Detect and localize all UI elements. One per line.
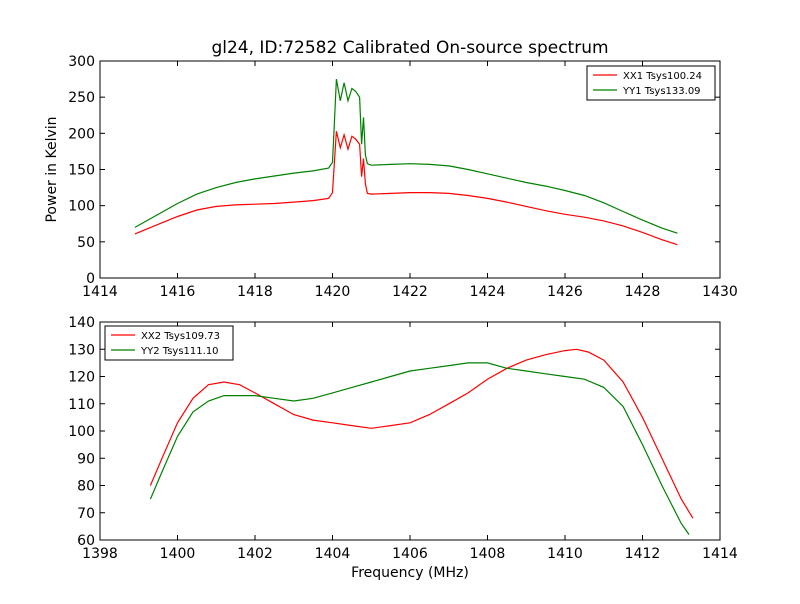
y-tick-label: 200: [68, 126, 95, 142]
x-tick-label: 1420: [315, 284, 351, 300]
x-tick-label: 1408: [470, 546, 506, 562]
chart-title: gl24, ID:72582 Calibrated On-source spec…: [211, 38, 608, 58]
x-tick-label: 1404: [315, 546, 351, 562]
y-tick-label: 100: [68, 424, 95, 440]
y-tick-label: 300: [68, 54, 95, 70]
y-tick-label: 110: [68, 397, 95, 413]
x-tick-label: 1426: [547, 284, 583, 300]
series-line-2: [134, 78, 678, 234]
y-axis-label: Power in Kelvin: [44, 116, 60, 222]
x-tick-label: 1416: [160, 284, 196, 300]
x-tick-label: 1418: [237, 284, 273, 300]
legend: XX1 Tsys100.24 YY1 Tsys133.09: [586, 65, 716, 101]
x-axis-label: Frequency (MHz): [351, 565, 469, 581]
y-tick-label: 60: [77, 533, 95, 549]
y-tick-label: 150: [68, 163, 95, 179]
series-line-1: [149, 348, 694, 519]
legend-box: [104, 325, 234, 361]
x-tick-label: 1410: [547, 546, 583, 562]
y-tick-label: 130: [68, 342, 95, 358]
legend-box: [586, 65, 716, 101]
top-plot: 1414 1416 1418 1420 1422 1424 1426 1428 1430 0 50 1…: [44, 54, 738, 300]
legend-label: XX1 Tsys100.24: [623, 71, 702, 82]
legend-label: XX2 Tsys109.73: [141, 331, 220, 342]
x-tick-label: 1402: [237, 546, 273, 562]
legend-label: YY2 Tsys111.10: [140, 346, 219, 357]
x-tick-label: 1422: [392, 284, 428, 300]
y-tick-label: 100: [68, 199, 95, 215]
x-tick-label: 1424: [470, 284, 506, 300]
x-tick-label: 1398: [82, 546, 118, 562]
series-line-1: [134, 131, 678, 246]
bottom-plot: 1398 1400 1402 1404 1406 1408 1410 1412 1414 60 70…: [68, 315, 738, 581]
x-tick-label: 1428: [625, 284, 661, 300]
legend-label: YY1 Tsys133.09: [622, 86, 701, 97]
legend: XX2 Tsys109.73 YY2 Tsys111.10: [104, 325, 234, 361]
series-line-2: [149, 362, 690, 535]
x-tick-label: 1406: [392, 546, 428, 562]
x-tick-label: 1400: [160, 546, 196, 562]
y-tick-label: 0: [86, 271, 95, 287]
y-tick-label: 70: [77, 506, 95, 522]
y-tick-label: 140: [68, 315, 95, 331]
y-tick-label: 250: [68, 90, 95, 106]
x-tick-label: 1414: [82, 284, 118, 300]
x-tick-label: 1412: [625, 546, 661, 562]
x-tick-label: 1430: [702, 284, 738, 300]
y-tick-label: 120: [68, 370, 95, 386]
x-tick-label: 1414: [702, 546, 738, 562]
y-tick-label: 80: [77, 479, 95, 495]
y-tick-label: 90: [77, 451, 95, 467]
y-tick-label: 50: [77, 235, 95, 251]
